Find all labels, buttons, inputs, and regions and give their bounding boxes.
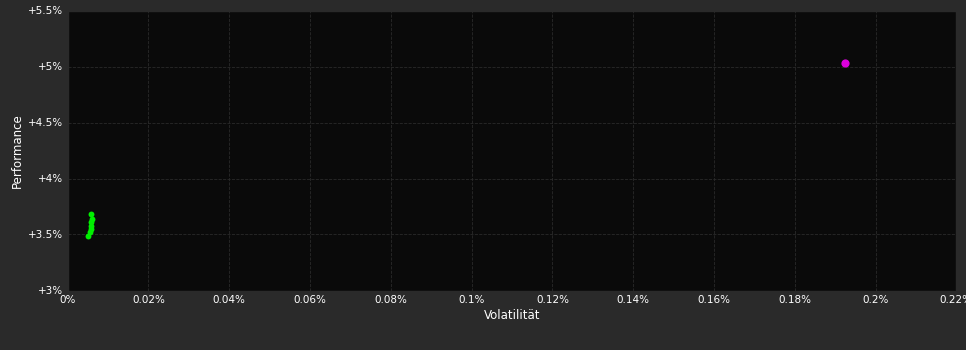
Point bbox=[83, 211, 99, 217]
Point bbox=[83, 226, 99, 232]
Point bbox=[84, 216, 99, 222]
Point bbox=[83, 223, 99, 228]
Point bbox=[838, 60, 853, 66]
Point bbox=[84, 219, 99, 225]
X-axis label: Volatilität: Volatilität bbox=[484, 309, 540, 322]
Point bbox=[82, 230, 98, 235]
Y-axis label: Performance: Performance bbox=[12, 113, 24, 188]
Point bbox=[80, 233, 96, 238]
